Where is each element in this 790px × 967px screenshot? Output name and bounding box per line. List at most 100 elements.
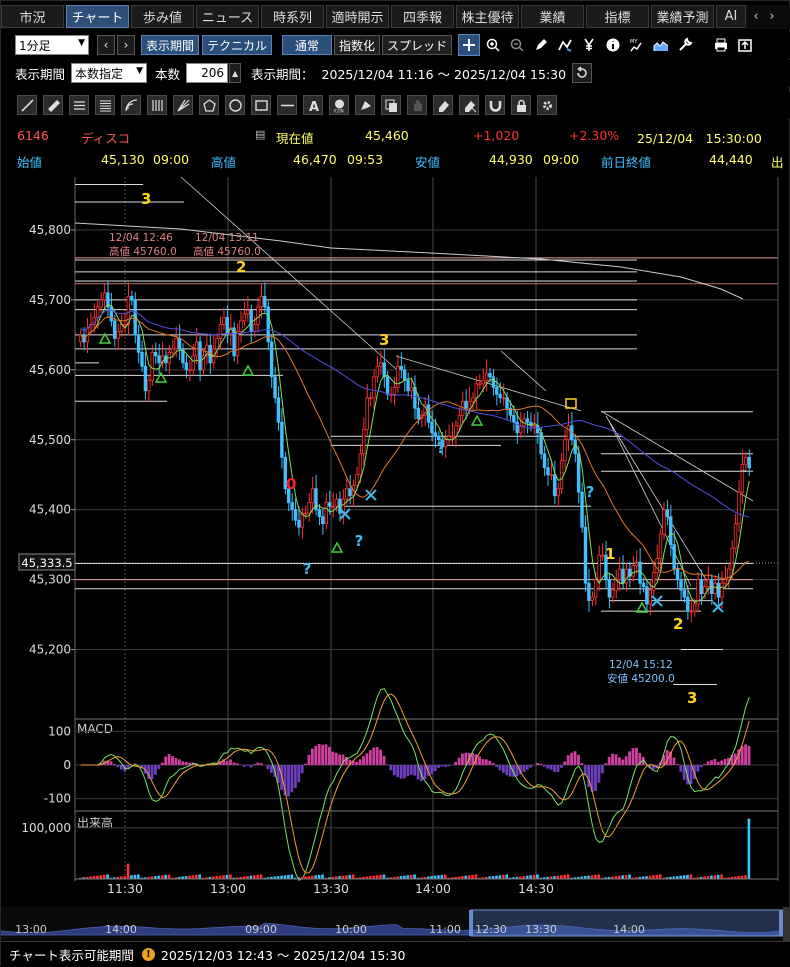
period-select[interactable]: 本数指定▼ — [71, 63, 147, 83]
macd-bar — [488, 761, 491, 765]
magnet-icon[interactable] — [485, 95, 505, 115]
candle — [366, 384, 369, 435]
print-icon[interactable] — [710, 34, 732, 56]
volume-bar — [444, 874, 447, 879]
area-chart-icon[interactable] — [650, 34, 672, 56]
sell-signal-icon — [340, 509, 350, 519]
icon-stamp-icon[interactable]: ICON — [329, 95, 349, 115]
hline-icon[interactable] — [277, 95, 297, 115]
navigator-handle-left[interactable] — [469, 910, 473, 936]
count-input[interactable]: 206 — [186, 63, 228, 83]
interval-select[interactable]: 1分足▼ — [15, 35, 89, 55]
tab-7[interactable]: 株主優待 — [456, 5, 519, 28]
gann-fan-icon[interactable] — [173, 95, 193, 115]
chart-area[interactable]: 45,80045,70045,60045,50045,40045,30045,2… — [1, 173, 790, 907]
export-icon[interactable] — [734, 34, 756, 56]
next-button[interactable]: › — [117, 35, 135, 55]
spread-button[interactable]: スプレッド — [382, 35, 452, 55]
tab-0[interactable]: 市況 — [1, 5, 64, 28]
count-stepper[interactable]: ▲ — [229, 63, 241, 83]
index-button[interactable]: 指数化 — [334, 35, 380, 55]
navigator-scrollbar[interactable] — [783, 907, 790, 941]
rectangle-icon[interactable] — [251, 95, 271, 115]
tab-5[interactable]: 適時開示 — [326, 5, 389, 28]
reset-icon[interactable] — [572, 63, 592, 83]
fan-icon[interactable] — [121, 95, 141, 115]
macd-tick-label: -100 — [44, 792, 71, 806]
current-label: 現在値 — [276, 128, 314, 147]
macd-bar — [574, 751, 577, 765]
navigator-handle-right[interactable] — [779, 910, 783, 936]
period-button[interactable]: 表示期間 — [141, 35, 199, 55]
multi-lines-icon[interactable] — [95, 95, 115, 115]
erase-all-icon[interactable] — [459, 95, 479, 115]
prev-button[interactable]: ‹ — [97, 35, 115, 55]
candle-body — [321, 517, 324, 524]
horizontal-lines-icon[interactable] — [69, 95, 89, 115]
vertical-lines-icon[interactable] — [147, 95, 167, 115]
my-indicator-icon[interactable]: MY — [626, 34, 648, 56]
normal-button[interactable]: 通常 — [282, 35, 332, 55]
tab-1[interactable]: チャート — [66, 5, 129, 28]
circle-icon[interactable] — [225, 95, 245, 115]
zoom-in-icon[interactable] — [482, 34, 504, 56]
eraser-icon[interactable] — [433, 95, 453, 115]
candle-body — [601, 555, 604, 556]
candle — [148, 375, 151, 402]
price-tick-label: 45,300 — [29, 573, 71, 587]
copy-icon[interactable] — [381, 95, 401, 115]
tab-scroll-right-icon[interactable]: › — [764, 5, 780, 28]
candle-body — [100, 300, 103, 307]
candle — [236, 324, 239, 365]
tab-3[interactable]: ニュース — [196, 5, 259, 28]
time-tick-label: 13:00 — [210, 881, 246, 896]
wrench-icon[interactable] — [674, 34, 696, 56]
yen-icon[interactable] — [578, 34, 600, 56]
volume-bar — [625, 875, 628, 879]
macd-bar — [720, 760, 723, 765]
tab-9[interactable]: 指標 — [586, 5, 649, 28]
tab-6[interactable]: 四季報 — [391, 5, 454, 28]
candle-body — [274, 377, 277, 398]
volume-bar — [106, 874, 109, 879]
paint-icon[interactable] — [355, 95, 375, 115]
text-icon[interactable]: A — [303, 95, 323, 115]
pentagon-icon[interactable] — [199, 95, 219, 115]
macd-tick-label: 0 — [63, 758, 71, 772]
auto-line-icon[interactable] — [554, 34, 576, 56]
lock-icon[interactable] — [511, 95, 531, 115]
ruler-icon[interactable] — [43, 95, 63, 115]
hand-icon[interactable] — [407, 95, 427, 115]
tab-10[interactable]: 業績予測 — [651, 5, 714, 28]
macd-bar — [550, 765, 553, 770]
candle-body — [492, 377, 495, 387]
tab-2[interactable]: 歩み値 — [131, 5, 194, 28]
candle-body — [666, 510, 669, 517]
zoom-out-icon[interactable] — [506, 34, 528, 56]
annotation-value: 安値 45200.0 — [607, 672, 675, 685]
info-icon[interactable] — [602, 34, 624, 56]
candle — [291, 493, 294, 521]
candle — [182, 343, 185, 368]
moving-averages — [75, 223, 749, 603]
macd-bar — [707, 761, 710, 765]
tab-11[interactable]: AI — [716, 5, 746, 28]
candle — [79, 329, 82, 347]
tab-8[interactable]: 業績 — [521, 5, 584, 28]
candle-body — [717, 583, 720, 597]
candle — [543, 446, 546, 476]
settings-icon[interactable] — [537, 95, 557, 115]
candle-body — [345, 489, 348, 499]
macd-bar — [372, 748, 375, 765]
crosshair-icon[interactable] — [458, 34, 480, 56]
macd-bar — [331, 752, 334, 765]
pen-icon[interactable] — [530, 34, 552, 56]
tab-scroll-left-icon[interactable]: ‹ — [748, 5, 764, 28]
line-tool-icon[interactable] — [17, 95, 37, 115]
macd-bar — [250, 765, 253, 767]
navigator-time-label: 14:00 — [613, 923, 645, 936]
tab-4[interactable]: 時系列 — [261, 5, 324, 28]
technical-button[interactable]: テクニカル — [202, 35, 272, 55]
